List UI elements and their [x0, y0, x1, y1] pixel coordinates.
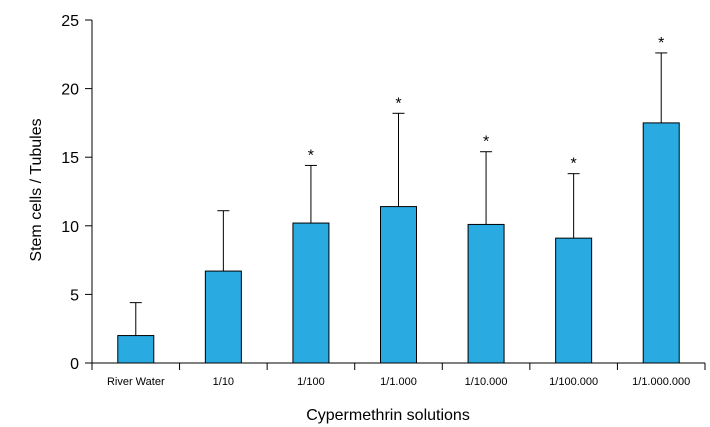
- x-tick-label: 1/100.000: [549, 376, 598, 388]
- x-tick-label: 1/10.000: [465, 376, 508, 388]
- y-tick-label: 25: [61, 13, 79, 30]
- y-ticks: 0 5 10 15 20 25: [61, 13, 92, 373]
- bar: [380, 206, 417, 364]
- bar: [204, 270, 242, 364]
- x-ticks: River Water 1/10 1/100 1/1.000 1/10.000 1/100…: [91, 363, 706, 388]
- x-tick-label: 1/10: [213, 376, 234, 388]
- y-tick-label: 0: [70, 356, 79, 373]
- bar: [467, 223, 505, 364]
- x-tick-label: 1/100: [297, 376, 325, 388]
- y-tick-label: 20: [61, 82, 79, 99]
- x-tick-label: River Water: [107, 376, 165, 388]
- y-axis-title: Stem cells / Tubules: [28, 118, 45, 261]
- error-bars: [129, 52, 668, 336]
- significance-markers: * * * * *: [308, 35, 665, 173]
- y-tick-label: 15: [61, 150, 79, 167]
- x-tick-label: 1/1.000.000: [632, 376, 690, 388]
- bar: [555, 237, 593, 364]
- significance-marker: *: [658, 35, 664, 52]
- y-tick-label: 5: [70, 287, 79, 304]
- significance-marker: *: [308, 147, 314, 164]
- significance-marker: *: [483, 134, 489, 151]
- significance-marker: *: [571, 156, 577, 173]
- bars: [117, 122, 680, 364]
- bar: [292, 222, 330, 364]
- y-tick-label: 10: [61, 219, 79, 236]
- x-axis-title: Cypermethrin solutions: [306, 407, 470, 424]
- bar: [117, 335, 155, 364]
- x-tick-label: 1/1.000: [380, 376, 417, 388]
- significance-marker: *: [395, 95, 401, 112]
- bar: [642, 122, 680, 364]
